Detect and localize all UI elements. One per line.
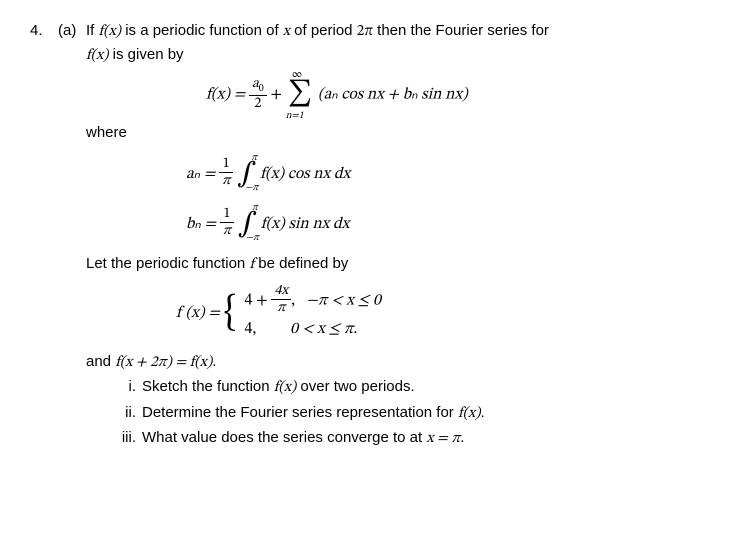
txt: of period — [290, 22, 357, 39]
pi-c: π — [271, 300, 291, 317]
case-1: 4 + 4xπ, −π < x ≤ 0 — [244, 284, 380, 317]
label-i: i. — [116, 376, 136, 400]
text-iii: What value does the series converge to a… — [142, 427, 464, 451]
t: over two periods. — [296, 378, 414, 395]
part-a: (a) If f(x) is a periodic function of x … — [58, 20, 549, 453]
txt: If — [86, 22, 99, 39]
fx2: f(x) — [86, 48, 109, 63]
cases: 4 + 4xπ, −π < x ≤ 0 4, 0 < x ≤ π. — [244, 284, 380, 343]
question-4: 4. (a) If f(x) is a periodic function of… — [30, 20, 717, 453]
let-line: Let the periodic function f be defined b… — [86, 253, 549, 277]
sub-questions: i. Sketch the function f(x) over two per… — [86, 376, 549, 451]
label-iii: iii. — [116, 427, 136, 451]
frac-1pi: 1 π — [219, 157, 233, 190]
term: (aₙ cos nx + bₙ sin nx) — [318, 86, 468, 102]
intro-line: If f(x) is a periodic function of x of p… — [86, 20, 549, 67]
txt: and — [86, 353, 115, 370]
lhs: f(x) = — [206, 86, 249, 102]
t: . — [481, 404, 485, 421]
x: x — [283, 24, 290, 39]
sub-i: i. Sketch the function f(x) over two per… — [116, 376, 549, 400]
txt: then the Fourier series for — [373, 22, 549, 39]
pi: π — [219, 173, 233, 190]
sum-lower: n=1 — [286, 109, 304, 124]
t: What value does the series converge to a… — [142, 429, 426, 446]
txt: be defined by — [254, 255, 348, 272]
an-integrand: f(x) cos nx dx — [260, 165, 350, 181]
plus: + — [271, 86, 286, 102]
a: a — [252, 77, 259, 91]
fx: f(x) — [99, 24, 122, 39]
integral-an: π ∫ −π — [237, 153, 256, 195]
t: . — [460, 429, 464, 446]
period-eq: f(x + 2π) = f(x) — [115, 355, 212, 370]
an-eq: aₙ = 1 π π ∫ −π f(x) cos nx dx — [86, 145, 549, 203]
sub-iii: iii. What value does the series converge… — [116, 427, 549, 451]
period: 2π — [357, 24, 373, 39]
integral-bn: π ∫ −π — [238, 203, 257, 245]
fx-ii: f(x) — [458, 406, 481, 421]
dot: . — [212, 353, 216, 370]
fourier-series-eq: f(x) = a0 2 + ∞ ∑ n=1 (aₙ cos nx + bₙ si… — [86, 67, 549, 122]
pw-lhs: f (x) = — [176, 305, 224, 321]
txt: Let the periodic function — [86, 255, 249, 272]
a0-frac: a0 2 — [249, 77, 267, 113]
frac-1pi-b: 1 π — [220, 207, 234, 240]
case-2: 4, 0 < x ≤ π. — [244, 317, 380, 343]
sub-ii: ii. Determine the Fourier series represe… — [116, 402, 549, 426]
c1a: 4 + — [244, 292, 271, 308]
brace-icon: { — [224, 293, 237, 333]
comma: , — [291, 292, 295, 308]
part-label: (a) — [58, 20, 86, 453]
label-ii: ii. — [116, 402, 136, 426]
bn-integrand: f(x) sin nx dx — [261, 215, 350, 231]
fx-i: f(x) — [274, 380, 297, 395]
pi-b: π — [220, 223, 234, 240]
periodicity-line: and f(x + 2π) = f(x). — [86, 351, 549, 375]
text-ii: Determine the Fourier series representat… — [142, 402, 485, 426]
t: Determine the Fourier series representat… — [142, 404, 458, 421]
c2: 4, — [244, 321, 256, 337]
t: Sketch the function — [142, 378, 274, 395]
where-label: where — [86, 122, 549, 145]
bn-lhs: bₙ = — [186, 215, 220, 231]
cond2: 0 < x ≤ π. — [290, 321, 357, 337]
text-i: Sketch the function f(x) over two period… — [142, 376, 415, 400]
txt: is given by — [109, 46, 184, 63]
txt: is a periodic function of — [121, 22, 283, 39]
int-lower: −π — [245, 181, 258, 196]
cond1: −π < x ≤ 0 — [306, 292, 381, 308]
xpi: x = π — [426, 431, 460, 446]
int-lower-b: −π — [246, 231, 259, 246]
question-number: 4. — [30, 20, 58, 453]
an-lhs: aₙ = — [186, 165, 219, 181]
fourx: 4x — [271, 284, 291, 300]
frac-4x-pi: 4xπ — [271, 284, 291, 317]
sum: ∞ ∑ n=1 — [288, 75, 312, 114]
zero: 0 — [259, 84, 264, 94]
bn-eq: bₙ = 1 π π ∫ −π f(x) sin nx dx — [86, 203, 549, 253]
piecewise-def: f (x) = { 4 + 4xπ, −π < x ≤ 0 4, 0 < x ≤… — [86, 276, 549, 351]
question-body: If f(x) is a periodic function of x of p… — [86, 20, 549, 453]
one: 1 — [219, 157, 233, 173]
one-b: 1 — [220, 207, 234, 223]
two: 2 — [249, 96, 267, 113]
